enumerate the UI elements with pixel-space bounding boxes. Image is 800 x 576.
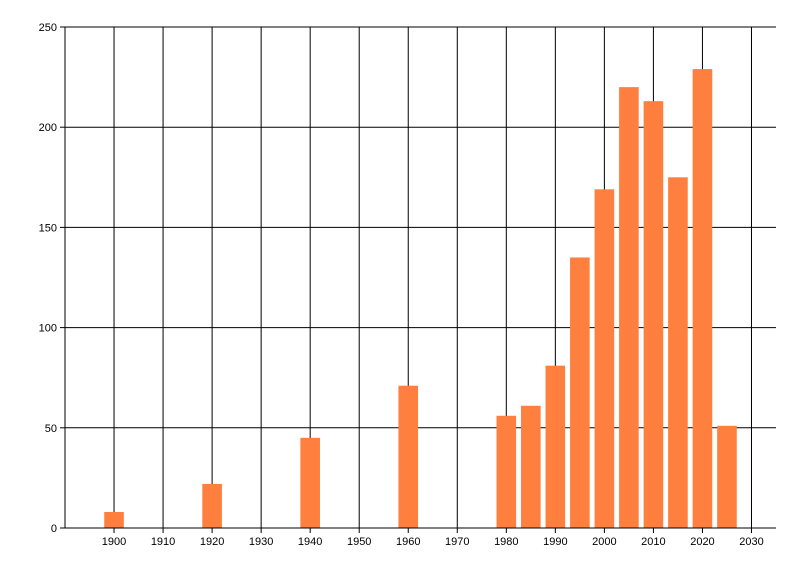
- x-tick-label: 1930: [249, 536, 273, 548]
- y-tick-label: 150: [39, 222, 57, 234]
- bars: [104, 69, 737, 529]
- bar-2010: [643, 101, 664, 528]
- x-tick-labels: 1900 1910 1920 1930 1940 1950 1960 1970 1980 1990…: [102, 528, 764, 548]
- x-tick-label: 1990: [543, 536, 567, 548]
- bar-2015: [668, 177, 688, 529]
- bar-1900: [104, 511, 124, 528]
- axes: [64, 27, 776, 529]
- x-tick-label: 1950: [347, 536, 371, 548]
- x-tick-label: 2010: [641, 536, 665, 548]
- x-tick-label: 1970: [445, 536, 469, 548]
- bar-2025: [717, 425, 737, 528]
- bar-1940: [300, 437, 320, 528]
- y-tick-label: 200: [39, 122, 57, 134]
- bar-2000: [594, 189, 615, 528]
- bar-1920: [202, 483, 222, 528]
- x-tick-label: 2030: [739, 536, 763, 548]
- bar-1980: [496, 415, 517, 528]
- y-tick-labels: 0 50 100 150 200 250: [39, 22, 65, 535]
- x-tick-label: 1980: [494, 536, 518, 548]
- x-tick-label: 1900: [102, 536, 126, 548]
- bar-1990: [545, 365, 566, 528]
- x-tick-label: 1920: [200, 536, 224, 548]
- bar-2005: [619, 87, 639, 529]
- bar-2020: [692, 69, 713, 529]
- y-tick-label: 250: [39, 22, 57, 34]
- x-tick-label: 2020: [690, 536, 714, 548]
- x-tick-label: 1960: [396, 536, 420, 548]
- x-tick-label: 1940: [298, 536, 322, 548]
- y-tick-label: 0: [51, 523, 57, 535]
- y-tick-label: 100: [39, 323, 57, 335]
- x-tick-label: 1910: [151, 536, 175, 548]
- bar-1985: [521, 405, 541, 528]
- bar-1960: [398, 385, 419, 528]
- bar-1995: [570, 257, 590, 528]
- y-tick-label: 50: [45, 423, 57, 435]
- x-tick-label: 2000: [592, 536, 616, 548]
